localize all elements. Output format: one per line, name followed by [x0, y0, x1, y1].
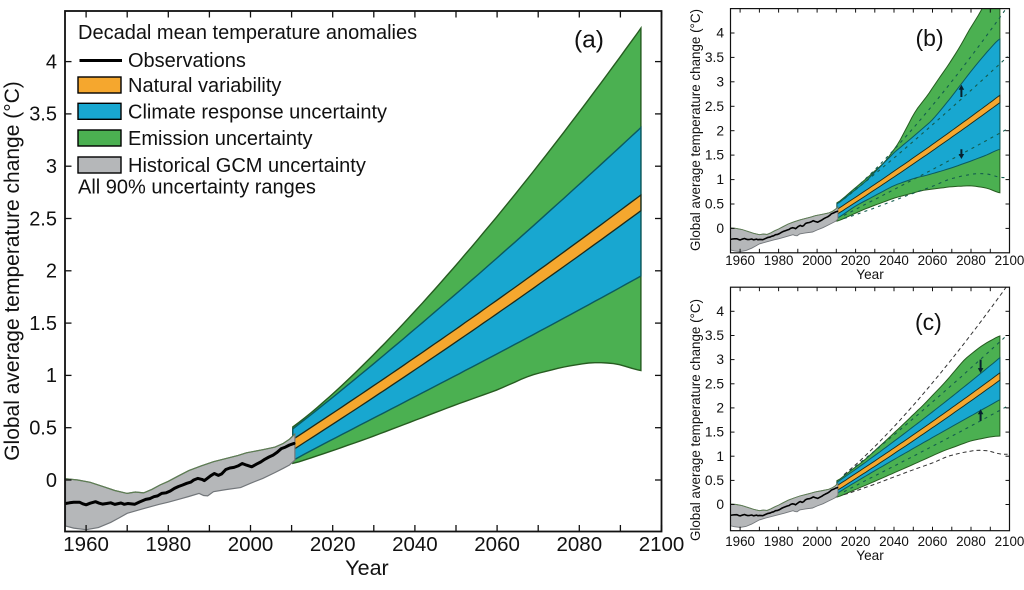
svg-text:(a): (a) — [574, 27, 604, 54]
svg-text:2080: 2080 — [556, 533, 602, 556]
svg-text:2060: 2060 — [918, 253, 948, 268]
svg-text:Global average temperature cha: Global average temperature change (°C) — [1, 81, 24, 461]
svg-text:3.5: 3.5 — [705, 328, 725, 343]
svg-text:1: 1 — [716, 172, 724, 187]
svg-text:2000: 2000 — [802, 534, 832, 549]
svg-text:Decadal mean temperature anoma: Decadal mean temperature anomalies — [78, 22, 417, 44]
svg-text:3: 3 — [716, 352, 724, 367]
svg-text:1: 1 — [716, 449, 724, 464]
svg-text:2100: 2100 — [995, 253, 1024, 268]
svg-text:3.5: 3.5 — [705, 50, 725, 65]
svg-text:1980: 1980 — [764, 253, 794, 268]
svg-text:0.5: 0.5 — [705, 197, 725, 212]
svg-text:Year: Year — [856, 267, 884, 282]
svg-text:1980: 1980 — [764, 534, 794, 549]
svg-text:Emission uncertainty: Emission uncertainty — [128, 128, 313, 150]
svg-text:1960: 1960 — [725, 534, 755, 549]
svg-text:0: 0 — [716, 497, 724, 512]
svg-text:2020: 2020 — [841, 253, 871, 268]
svg-text:2: 2 — [716, 401, 724, 416]
svg-text:2100: 2100 — [639, 533, 685, 556]
svg-text:1.5: 1.5 — [705, 148, 725, 163]
svg-text:2.5: 2.5 — [705, 376, 725, 391]
svg-text:2.5: 2.5 — [705, 99, 725, 114]
svg-text:Natural variability: Natural variability — [128, 75, 281, 97]
svg-text:4: 4 — [716, 26, 724, 41]
svg-text:4: 4 — [716, 304, 724, 319]
svg-text:2000: 2000 — [228, 533, 274, 556]
svg-text:2: 2 — [46, 261, 57, 283]
svg-text:Global average temperature cha: Global average temperature change (°C) — [688, 299, 703, 541]
svg-text:2.5: 2.5 — [29, 208, 57, 230]
svg-text:3: 3 — [716, 74, 724, 89]
svg-text:(c): (c) — [915, 309, 942, 335]
svg-text:Historical GCM uncertainty: Historical GCM uncertainty — [128, 155, 366, 177]
svg-text:1: 1 — [46, 365, 57, 387]
svg-text:Observations: Observations — [128, 50, 246, 72]
svg-text:2: 2 — [716, 123, 724, 138]
svg-text:2040: 2040 — [392, 533, 438, 556]
svg-text:0: 0 — [716, 221, 724, 236]
svg-text:(b): (b) — [916, 25, 944, 51]
svg-text:1.5: 1.5 — [705, 425, 725, 440]
svg-text:2100: 2100 — [995, 534, 1024, 549]
svg-text:4: 4 — [46, 51, 57, 73]
svg-text:2060: 2060 — [474, 533, 520, 556]
svg-text:2080: 2080 — [956, 253, 986, 268]
svg-text:Climate response uncertainty: Climate response uncertainty — [128, 101, 387, 123]
svg-text:Global average temperature cha: Global average temperature change (°C) — [688, 9, 703, 251]
svg-text:0.5: 0.5 — [705, 473, 725, 488]
svg-text:0.5: 0.5 — [29, 417, 57, 439]
svg-text:Year: Year — [345, 556, 388, 580]
svg-text:3.5: 3.5 — [29, 104, 57, 126]
svg-text:2040: 2040 — [879, 534, 909, 549]
svg-text:2020: 2020 — [841, 534, 871, 549]
svg-text:2020: 2020 — [310, 533, 356, 556]
svg-text:2040: 2040 — [879, 253, 909, 268]
svg-text:2000: 2000 — [802, 253, 832, 268]
svg-text:1960: 1960 — [63, 533, 109, 556]
svg-text:All 90% uncertainty ranges: All 90% uncertainty ranges — [78, 177, 316, 199]
svg-text:0: 0 — [46, 470, 57, 492]
svg-text:2060: 2060 — [918, 534, 948, 549]
svg-text:1980: 1980 — [145, 533, 191, 556]
svg-text:1.5: 1.5 — [29, 313, 57, 335]
svg-text:1960: 1960 — [725, 253, 755, 268]
svg-text:2080: 2080 — [956, 534, 986, 549]
svg-text:3: 3 — [46, 156, 57, 178]
svg-text:Year: Year — [856, 548, 884, 563]
